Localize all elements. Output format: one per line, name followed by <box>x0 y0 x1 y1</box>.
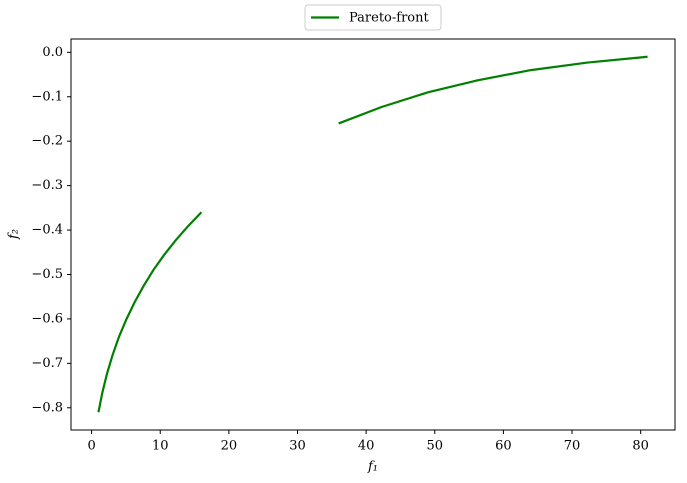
x-tick-label: 50 <box>426 439 443 454</box>
x-tick-label: 30 <box>289 439 306 454</box>
legend-label: Pareto-front <box>349 11 429 26</box>
y-tick-label: −0.7 <box>31 356 63 371</box>
x-tick-label: 70 <box>564 439 581 454</box>
y-tick-label: −0.8 <box>31 400 63 415</box>
x-axis-label: f₁ <box>367 460 378 475</box>
plot-frame <box>70 38 676 431</box>
y-tick-label: −0.3 <box>31 178 63 193</box>
x-tick-label: 40 <box>358 439 375 454</box>
y-tick-label: −0.2 <box>31 134 63 149</box>
y-tick-label: −0.5 <box>31 267 63 282</box>
legend-box <box>304 4 442 31</box>
y-axis-label: f₂ <box>7 229 22 240</box>
x-tick-label: 80 <box>632 439 649 454</box>
x-tick-label: 60 <box>495 439 512 454</box>
x-tick-label: 0 <box>87 439 95 454</box>
y-tick-label: 0.0 <box>42 45 63 60</box>
y-tick-label: −0.6 <box>31 311 63 326</box>
line <box>97 55 648 413</box>
x-tick-label: 20 <box>221 439 238 454</box>
y-tick-label: −0.1 <box>31 89 63 104</box>
x-tick-label: 10 <box>152 439 169 454</box>
y-tick-label: −0.4 <box>31 223 63 238</box>
